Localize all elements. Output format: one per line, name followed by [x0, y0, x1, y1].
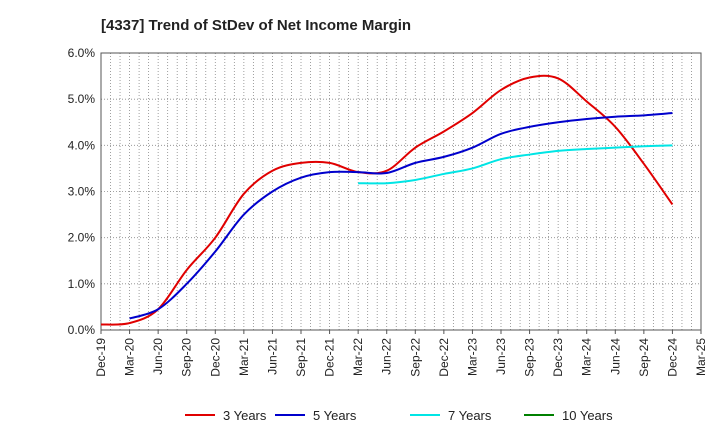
- x-tick-label: Dec-20: [208, 338, 222, 377]
- y-tick-label: 3.0%: [68, 185, 96, 199]
- plot-frame: [100, 52, 702, 331]
- y-tick-label: 6.0%: [68, 46, 96, 60]
- x-tick-label: Mar-22: [351, 338, 365, 376]
- x-tick-label: Dec-21: [323, 338, 337, 377]
- x-tick-label: Dec-23: [551, 338, 565, 377]
- x-tick-label: Jun-23: [494, 338, 508, 375]
- y-tick-label: 4.0%: [68, 138, 96, 152]
- x-tick-label: Dec-19: [94, 338, 108, 377]
- x-tick-label: Sep-24: [637, 338, 651, 377]
- x-tick-label: Sep-21: [294, 338, 308, 377]
- series-line-5-years: [129, 112, 673, 320]
- y-tick-label: 2.0%: [68, 231, 96, 245]
- x-tick-label: Mar-24: [580, 338, 594, 376]
- x-tick-label: Mar-20: [123, 338, 137, 376]
- x-tick-label: Jun-24: [608, 338, 622, 375]
- plot-area: 0.0% 1.0% 2.0% 3.0% 4.0% 5.0% 6.0% Dec-19 Mar-20…: [68, 46, 708, 377]
- x-tick-label: Sep-23: [523, 338, 537, 377]
- series-line-7-years: [358, 144, 673, 185]
- legend-label: 5 Years: [313, 408, 357, 423]
- series-line-3-years: [100, 74, 674, 326]
- x-tick-label: Jun-20: [151, 338, 165, 375]
- legend-label: 7 Years: [448, 408, 492, 423]
- legend: 3 Years 5 Years 7 Years 10 Years: [185, 408, 613, 423]
- x-tick-label: Sep-22: [408, 338, 422, 377]
- x-tick-label: Jun-21: [265, 338, 279, 375]
- x-tick-label: Mar-23: [465, 338, 479, 376]
- y-tick-label: 0.0%: [68, 323, 96, 337]
- x-tick-label: Jun-22: [380, 338, 394, 375]
- x-tick-label: Sep-20: [180, 338, 194, 377]
- legend-label: 3 Years: [223, 408, 267, 423]
- x-tick-label: Mar-25: [694, 338, 708, 376]
- y-tick-label: 5.0%: [68, 92, 96, 106]
- x-tick-label: Dec-24: [665, 338, 679, 377]
- x-tick-label: Mar-21: [237, 338, 251, 376]
- legend-label: 10 Years: [562, 408, 613, 423]
- y-tick-label: 1.0%: [68, 277, 96, 291]
- x-tick-label: Dec-22: [437, 338, 451, 377]
- chart-title: [4337] Trend of StDev of Net Income Marg…: [101, 17, 411, 34]
